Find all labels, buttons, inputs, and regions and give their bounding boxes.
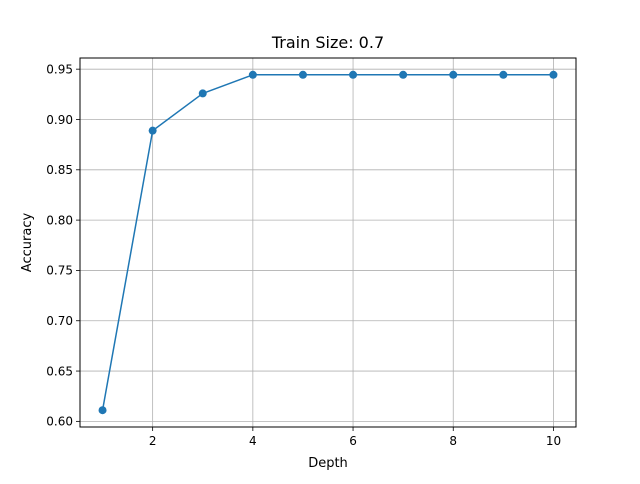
y-tick-label: 0.75 — [46, 264, 73, 278]
y-tick-label: 0.80 — [46, 213, 73, 227]
accuracy-point — [449, 70, 458, 79]
accuracy-point — [248, 70, 257, 79]
x-axis-label: Depth — [308, 456, 348, 471]
accuracy-point — [198, 89, 207, 98]
x-tick-label: 6 — [349, 434, 357, 448]
y-tick-label: 0.95 — [46, 62, 73, 76]
accuracy-point — [148, 126, 157, 135]
accuracy-point — [399, 70, 408, 79]
accuracy-point — [499, 70, 508, 79]
y-tick-label: 0.85 — [46, 163, 73, 177]
y-tick-label: 0.60 — [46, 415, 73, 429]
accuracy-point — [98, 406, 107, 415]
accuracy-point — [298, 70, 307, 79]
y-tick-label: 0.65 — [46, 364, 73, 378]
accuracy-point — [549, 70, 558, 79]
y-tick-label: 0.70 — [46, 314, 73, 328]
grid-lines — [80, 58, 576, 427]
axis-ticks: 2 4 6 8 10 0.60 0.65 0.70 0.75 0.80 0.85 0.90 0.95 — [46, 62, 561, 448]
accuracy-point — [349, 70, 358, 79]
accuracy-line — [101, 74, 554, 411]
data-series — [98, 70, 558, 415]
y-tick-label: 0.90 — [46, 113, 73, 127]
y-axis-label: Accuracy — [20, 213, 35, 273]
plot-area-frame — [79, 57, 577, 428]
x-tick-label: 8 — [449, 434, 457, 448]
x-tick-label: 10 — [546, 434, 561, 448]
x-tick-label: 2 — [149, 434, 157, 448]
chart-title: Train Size: 0.7 — [271, 33, 384, 52]
x-tick-label: 4 — [249, 434, 257, 448]
